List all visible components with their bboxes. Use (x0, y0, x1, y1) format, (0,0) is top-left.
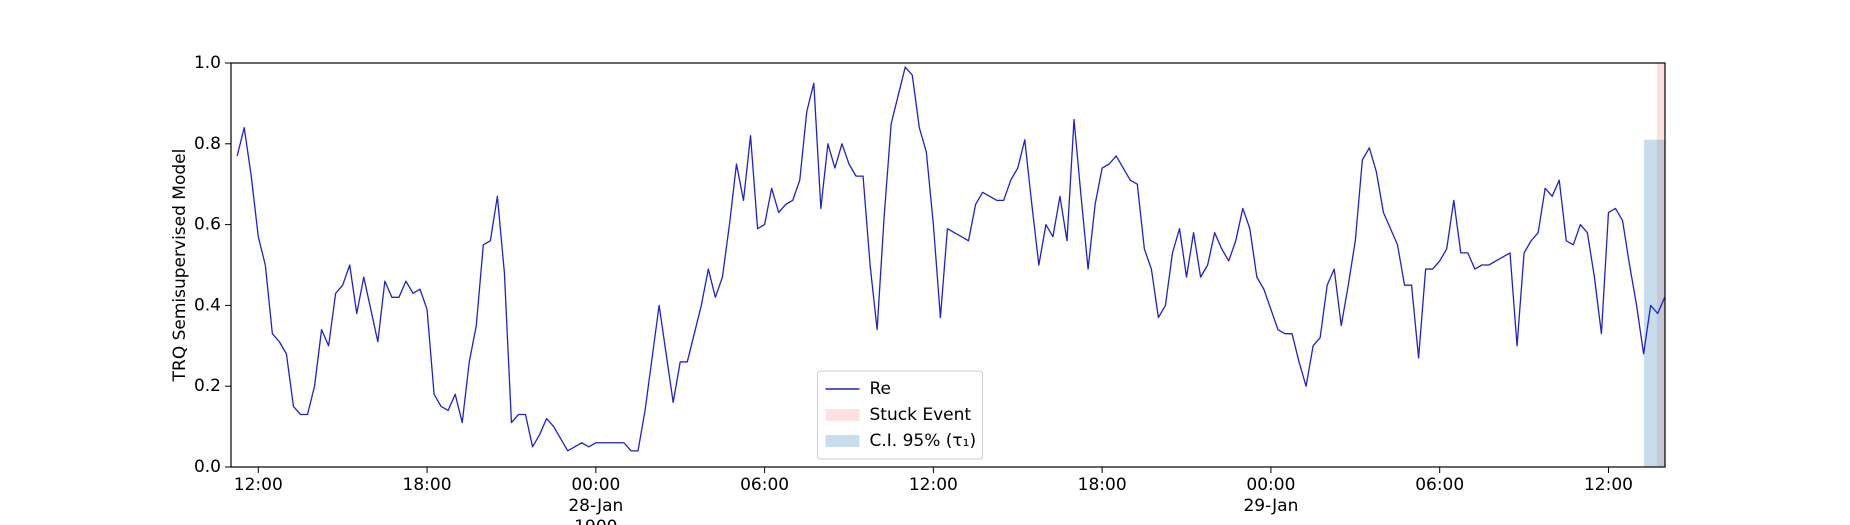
y-tick-label: 0.8 (194, 134, 221, 154)
data-line (236, 66, 1666, 452)
x-tick-label: 06:00 (1415, 475, 1464, 495)
y-tick-label: 1.0 (194, 53, 221, 73)
legend-patch (825, 409, 860, 421)
y-tick-label: 0.2 (194, 376, 221, 396)
shaded-region (1643, 139, 1665, 467)
legend-box (817, 370, 983, 460)
y-tick-label: 0.0 (194, 457, 221, 477)
x-tick-label: 12:00 (1584, 475, 1633, 495)
legend: Re Stuck Event C.I. 95% (τ₁) (817, 370, 983, 460)
x-tick-label: 12:00 (909, 475, 958, 495)
shaded-region (1656, 63, 1665, 467)
legend-label: C.I. 95% (τ₁) (870, 431, 977, 451)
y-axis-label: TRQ Semisupervised Model (170, 149, 190, 383)
x-tick-label: 12:00 (234, 475, 283, 495)
y-tick-label: 0.6 (194, 215, 221, 235)
plot-frame (230, 62, 1666, 468)
y-tick-label: 0.4 (194, 295, 221, 315)
x-tick-label: 18:00 (1078, 475, 1127, 495)
x-tick-label: 18:00 (403, 475, 452, 495)
x-tick-label: 00:00 29-Jan (1243, 475, 1298, 516)
legend-label: Stuck Event (870, 405, 972, 425)
legend-label: Re (870, 379, 892, 399)
legend-patch (825, 435, 860, 447)
x-tick-label: 06:00 (740, 475, 789, 495)
